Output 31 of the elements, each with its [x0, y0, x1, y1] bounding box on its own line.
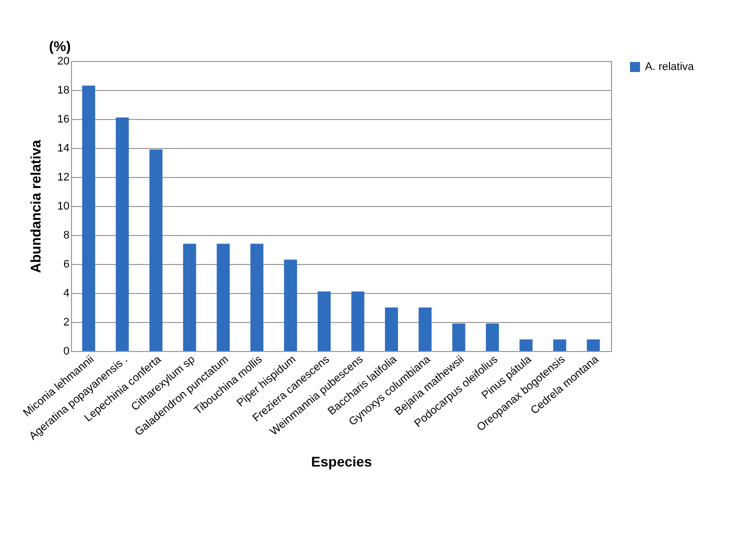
- bar: [216, 244, 230, 351]
- y-axis-title: Abundancia relativa: [27, 140, 44, 274]
- y-tick-label: 6: [63, 258, 70, 270]
- x-axis-title: Especies: [311, 454, 372, 470]
- y-tick-label: 4: [63, 288, 70, 300]
- bar: [116, 118, 129, 351]
- bar: [384, 308, 398, 351]
- bar: [183, 244, 196, 351]
- y-tick-label: 2: [63, 316, 70, 328]
- bar: [82, 86, 96, 351]
- y-tick-label: 8: [63, 230, 70, 242]
- bar: [418, 308, 432, 351]
- legend-label: A. relativa: [645, 61, 695, 73]
- y-tick-label: 0: [63, 346, 70, 358]
- bar: [486, 323, 499, 351]
- bar: [318, 292, 331, 351]
- bar: [452, 323, 466, 351]
- y-tick-label: 18: [57, 84, 70, 96]
- y-tick-label: 12: [57, 172, 70, 184]
- bar: [250, 244, 264, 351]
- bar: [149, 149, 162, 351]
- y-tick-label: 16: [57, 114, 70, 126]
- y-tick-label: 14: [57, 142, 70, 154]
- text: (%): [49, 38, 71, 54]
- bar: [351, 292, 364, 351]
- bar: [586, 339, 600, 351]
- y-tick-label: 20: [57, 56, 70, 68]
- bar: [553, 339, 566, 351]
- bar: [284, 260, 298, 351]
- bar: [520, 339, 533, 351]
- y-tick-label: 10: [57, 200, 70, 212]
